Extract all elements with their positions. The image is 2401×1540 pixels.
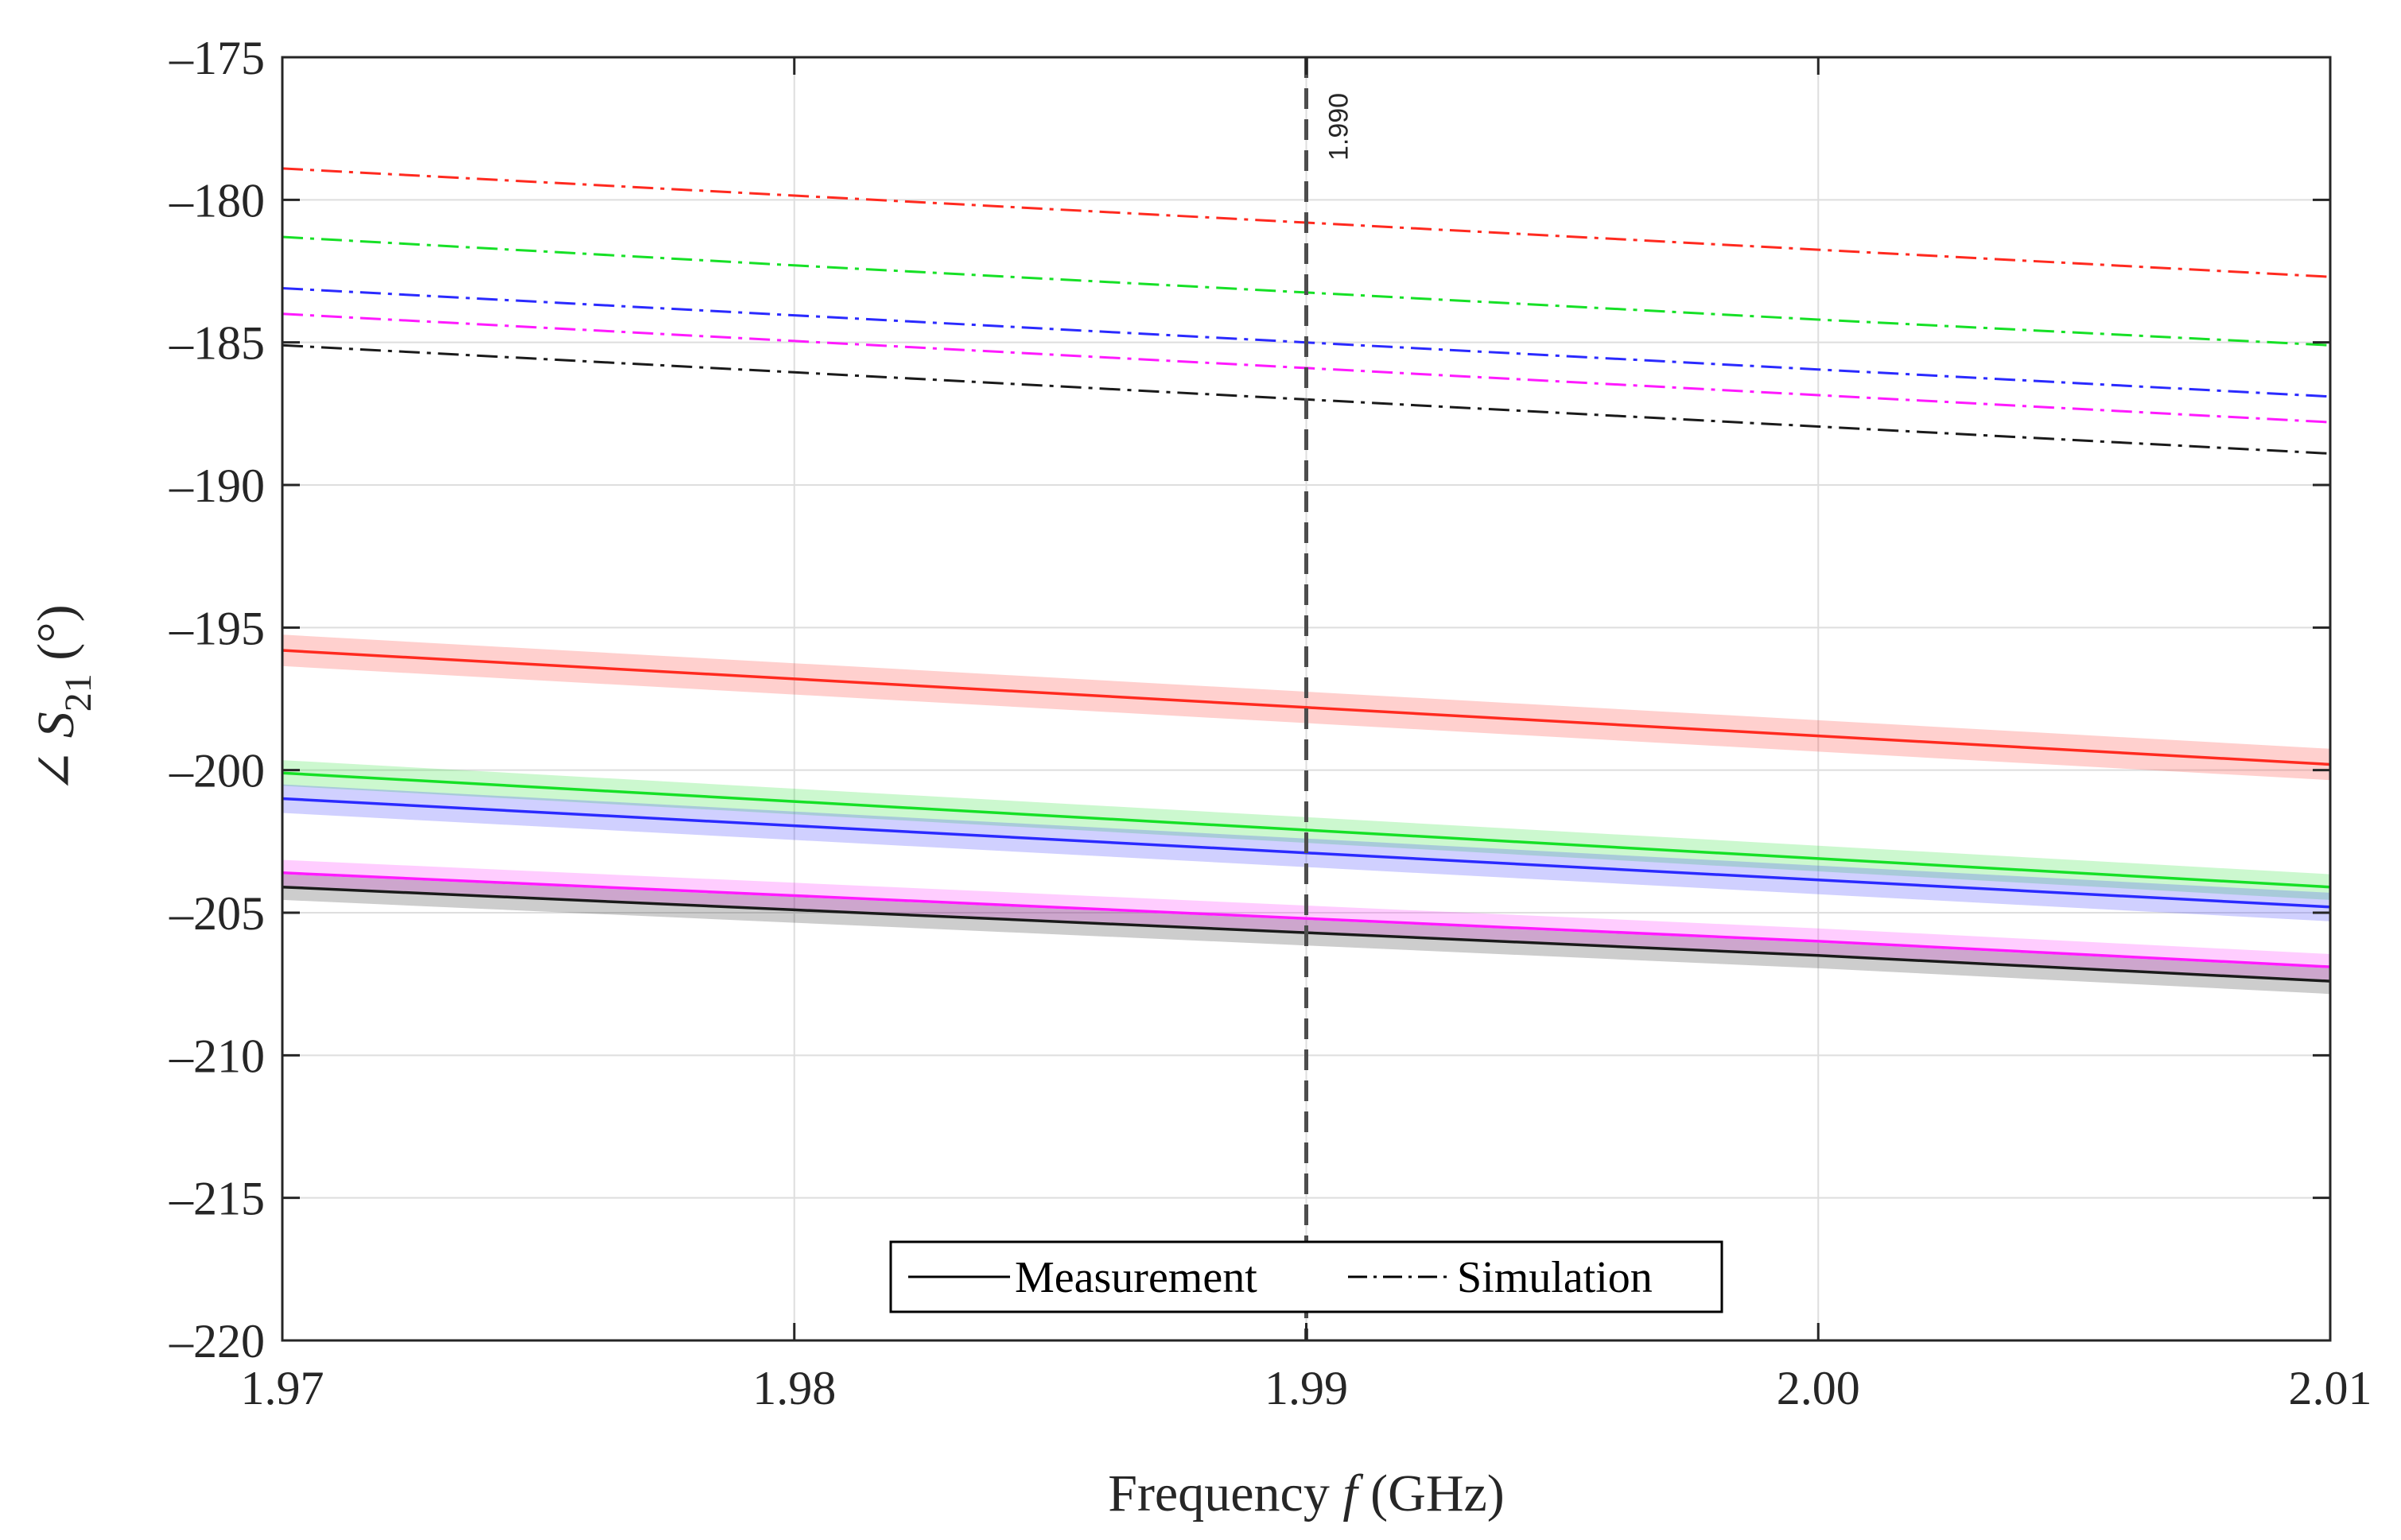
y-axis-label: ∠ S21 (°) [27,604,99,793]
marker-label: 1.990 [1324,93,1354,161]
y-tick-label: –215 [169,1173,265,1225]
y-axis-ticks: –175 –180 –185 –190 –195 –200 –205 –210 –215 –220 [169,32,2330,1367]
y-tick-label: –200 [169,745,265,797]
y-tick-label: –180 [169,174,265,227]
measurement-magenta-line [282,871,2331,968]
plot-area: 1.990 [281,56,2332,1342]
x-tick-label: 1.98 [752,1362,836,1414]
y-axis-label-unit: (°) [27,604,85,673]
y-axis-label-angle: ∠ [27,749,85,793]
x-tick-label: 1.99 [1265,1362,1348,1414]
x-axis-label: Frequency f (GHz) [1108,1464,1505,1523]
x-axis-ticks: 1.97 1.98 1.99 2.00 2.01 [241,57,2372,1414]
x-axis-label-prefix: Frequency [1108,1464,1342,1523]
y-tick-label: –195 [169,602,265,654]
y-tick-label: –185 [169,317,265,370]
y-tick-label: –210 [169,1030,265,1082]
measurement-green-line [282,771,2331,889]
measurement-red-line [282,649,2331,766]
x-axis-label-suffix: (GHz) [1358,1464,1505,1523]
legend-simulation-label: Simulation [1457,1253,1653,1302]
y-axis-label-variable: S [27,712,85,738]
x-tick-label: 2.00 [1777,1362,1860,1414]
y-tick-label: –190 [169,460,265,512]
x-tick-label: 1.97 [241,1362,324,1414]
y-tick-label: –175 [169,32,265,84]
y-tick-label: –205 [169,887,265,940]
y-tick-label: –220 [169,1315,265,1367]
frequency-marker: 1.990 [1304,57,1354,1340]
legend: Measurement Simulation [889,1240,1723,1313]
x-tick-label: 2.01 [2289,1362,2372,1414]
measurement-lines [282,649,2331,983]
legend-measurement-label: Measurement [1015,1253,1257,1302]
y-axis-label-subscript: 21 [57,673,99,712]
legend-box [889,1240,1723,1313]
